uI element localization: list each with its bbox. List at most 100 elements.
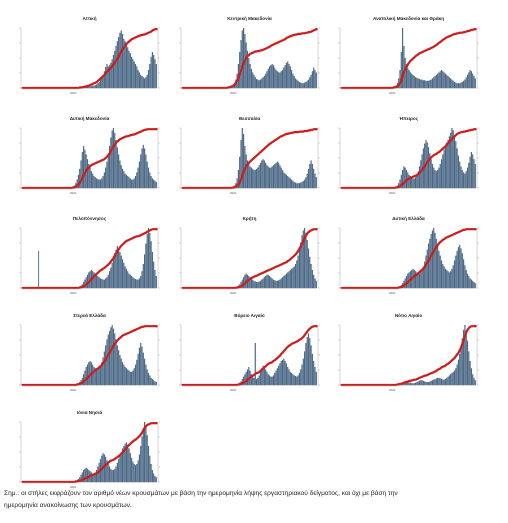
bar	[421, 79, 423, 88]
bar	[123, 171, 125, 188]
bar	[407, 67, 409, 88]
bar	[431, 78, 434, 88]
bar	[283, 358, 285, 385]
bar	[275, 70, 277, 88]
bar	[245, 154, 247, 188]
bar	[123, 262, 125, 288]
bar	[151, 470, 153, 482]
bar	[280, 361, 282, 385]
bar	[99, 365, 102, 385]
bar	[146, 161, 148, 188]
cumulative-line	[340, 128, 477, 190]
bar	[259, 162, 262, 188]
bar	[265, 369, 267, 385]
bar	[83, 374, 85, 385]
bar	[292, 267, 294, 288]
bar	[127, 444, 129, 482]
bar	[258, 375, 260, 385]
bar	[463, 259, 465, 288]
bar	[266, 371, 268, 385]
bar	[108, 271, 111, 288]
bar	[263, 76, 265, 88]
bar	[129, 274, 131, 288]
bar	[123, 364, 125, 385]
bar	[408, 70, 410, 88]
bar	[291, 373, 293, 385]
bar	[124, 173, 126, 188]
bar	[123, 446, 125, 482]
bar	[84, 279, 86, 288]
chart-title: Κεντρική Μακεδονία	[227, 16, 272, 21]
bar	[429, 153, 431, 188]
bar	[438, 250, 440, 288]
bar	[300, 82, 302, 88]
bar	[115, 339, 117, 385]
bar	[240, 140, 242, 188]
bar	[438, 167, 440, 188]
bar	[466, 74, 469, 88]
bar	[405, 170, 408, 188]
bar	[138, 72, 140, 88]
bar	[94, 177, 96, 188]
bar	[129, 178, 131, 188]
bar	[241, 30, 243, 88]
bar	[144, 422, 146, 482]
bar	[153, 179, 155, 188]
bar	[305, 343, 307, 385]
bar	[270, 376, 272, 385]
bar	[280, 167, 282, 188]
bar	[79, 477, 81, 482]
bar	[98, 179, 100, 188]
bar	[140, 446, 142, 482]
cumulative-end-marker	[315, 28, 318, 31]
bar	[429, 80, 431, 88]
bar	[447, 376, 449, 385]
bar	[433, 167, 435, 188]
bar	[457, 155, 459, 188]
bar	[254, 170, 256, 188]
bar	[85, 467, 87, 482]
bar	[294, 78, 297, 88]
chart-panel: Ήπειρος 2021	[338, 116, 479, 195]
bar	[433, 228, 435, 288]
bar	[93, 367, 95, 385]
bar	[289, 66, 291, 88]
bar	[259, 280, 262, 288]
bar	[437, 170, 439, 188]
bar	[118, 248, 120, 288]
bar	[124, 266, 126, 288]
bar	[267, 274, 269, 288]
bar	[241, 279, 243, 288]
bar	[400, 52, 402, 88]
bar	[426, 142, 428, 188]
bar	[287, 367, 289, 385]
bar	[306, 80, 308, 88]
bar	[289, 178, 291, 188]
bar	[246, 369, 249, 385]
bar	[404, 167, 406, 188]
bar	[133, 278, 135, 288]
bar	[108, 146, 111, 188]
bar	[283, 172, 285, 188]
bar	[106, 460, 108, 482]
bar	[105, 167, 107, 188]
bar	[281, 277, 284, 288]
bar	[430, 380, 432, 385]
bar	[280, 278, 282, 288]
chart-panel: Κεντρική Μακεδονία 2021	[179, 16, 320, 95]
bar	[304, 351, 306, 385]
bar	[97, 276, 99, 288]
bar	[125, 368, 128, 385]
bar	[146, 369, 148, 385]
bar	[151, 252, 153, 288]
bar	[446, 142, 448, 188]
bar	[472, 374, 474, 385]
bar	[155, 477, 157, 482]
bar	[422, 380, 424, 385]
bar	[463, 80, 465, 88]
cumulative-end-marker	[155, 228, 158, 231]
bar	[140, 276, 142, 288]
chart-title: Πελοπόννησος	[73, 216, 107, 222]
cumulative-end-marker	[474, 128, 477, 131]
cumulative-end-marker	[155, 28, 158, 31]
